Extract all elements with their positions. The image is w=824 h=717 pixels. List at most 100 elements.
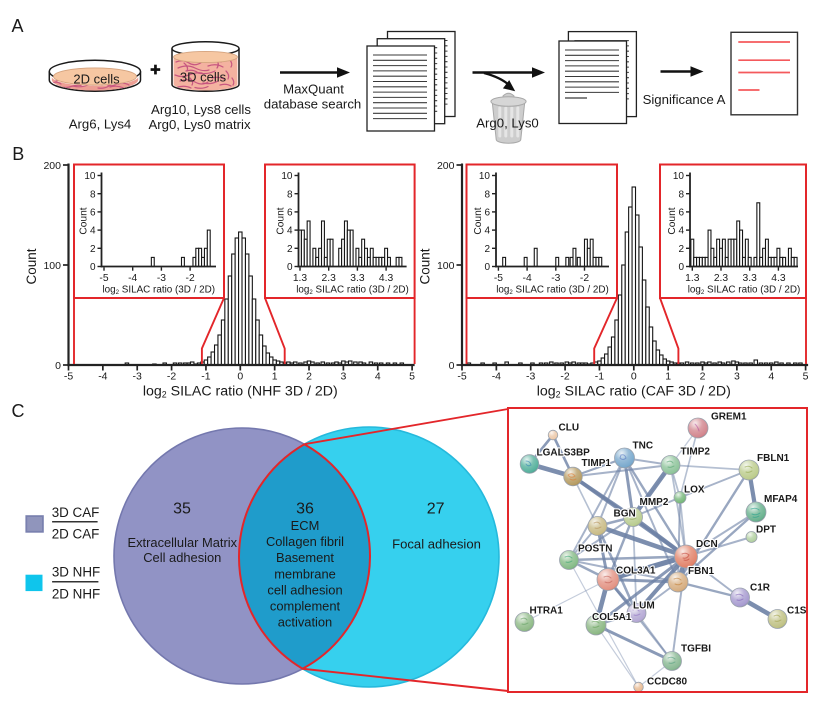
svg-text:35: 35 <box>173 501 191 518</box>
svg-text:-5: -5 <box>64 371 73 383</box>
svg-text:5: 5 <box>409 371 415 383</box>
svg-text:Collagen fibril: Collagen fibril <box>266 534 344 549</box>
svg-text:-4: -4 <box>98 371 107 383</box>
svg-text:log2 SILAC ratio (CAF 3D / 2D): log2 SILAC ratio (CAF 3D / 2D) <box>537 384 731 400</box>
svg-text:MFAP4: MFAP4 <box>764 494 798 505</box>
svg-text:C: C <box>12 401 25 421</box>
svg-text:4.3: 4.3 <box>771 273 786 284</box>
svg-text:CCDC80: CCDC80 <box>647 677 687 688</box>
svg-text:6: 6 <box>678 208 684 219</box>
svg-text:10: 10 <box>479 171 491 182</box>
svg-text:4: 4 <box>768 371 774 383</box>
svg-text:CLU: CLU <box>559 423 580 434</box>
svg-text:Focal adhesion: Focal adhesion <box>392 536 481 551</box>
svg-text:2D NHF: 2D NHF <box>52 587 100 602</box>
svg-text:MaxQuant: MaxQuant <box>283 82 344 97</box>
svg-text:LUM: LUM <box>633 601 655 612</box>
svg-text:Count: Count <box>79 207 90 234</box>
svg-text:10: 10 <box>281 171 293 182</box>
svg-text:-3: -3 <box>526 371 535 383</box>
svg-text:Count: Count <box>24 248 39 284</box>
svg-text:LGALS3BP: LGALS3BP <box>537 447 591 458</box>
svg-text:membrane: membrane <box>274 566 336 581</box>
svg-text:0: 0 <box>631 371 637 383</box>
svg-text:database search: database search <box>264 97 362 112</box>
svg-text:-5: -5 <box>494 273 503 284</box>
svg-text:6: 6 <box>90 208 96 219</box>
svg-text:4.3: 4.3 <box>379 273 394 284</box>
svg-text:2: 2 <box>678 244 684 255</box>
svg-text:0: 0 <box>237 371 243 383</box>
svg-text:200: 200 <box>437 160 455 172</box>
svg-text:8: 8 <box>484 189 490 200</box>
svg-text:Significance A: Significance A <box>643 92 726 107</box>
svg-text:TIMP1: TIMP1 <box>582 458 612 469</box>
svg-text:log2 SILAC ratio (NHF 3D / 2D): log2 SILAC ratio (NHF 3D / 2D) <box>143 384 338 400</box>
svg-text:2.3: 2.3 <box>322 273 337 284</box>
svg-text:1: 1 <box>665 371 671 383</box>
svg-text:complement: complement <box>270 599 341 614</box>
svg-text:Extracellular Matrix: Extracellular Matrix <box>127 535 237 550</box>
svg-text:DPT: DPT <box>756 525 776 536</box>
svg-text:ECM: ECM <box>291 518 320 533</box>
svg-text:BGN: BGN <box>614 509 636 520</box>
svg-text:3: 3 <box>340 371 346 383</box>
svg-text:GREM1: GREM1 <box>711 412 747 423</box>
svg-text:2D CAF: 2D CAF <box>52 527 100 542</box>
svg-text:-3: -3 <box>551 273 560 284</box>
svg-text:activation: activation <box>278 615 332 630</box>
svg-text:-2: -2 <box>186 273 195 284</box>
svg-text:LOX: LOX <box>684 485 705 496</box>
svg-text:-1: -1 <box>201 371 210 383</box>
svg-text:8: 8 <box>287 189 293 200</box>
svg-text:Count: Count <box>473 207 484 234</box>
svg-text:B: B <box>12 144 24 164</box>
svg-text:TGFBI: TGFBI <box>681 644 711 655</box>
svg-text:1: 1 <box>272 371 278 383</box>
svg-text:2: 2 <box>306 371 312 383</box>
svg-text:log2 SILAC ratio (3D / 2D): log2 SILAC ratio (3D / 2D) <box>296 285 409 296</box>
svg-text:3: 3 <box>734 371 740 383</box>
svg-text:log2 SILAC ratio (3D / 2D): log2 SILAC ratio (3D / 2D) <box>102 285 215 296</box>
svg-text:0: 0 <box>90 262 96 273</box>
svg-text:0: 0 <box>449 360 455 372</box>
svg-text:8: 8 <box>678 189 684 200</box>
svg-text:4: 4 <box>484 226 490 237</box>
svg-text:-4: -4 <box>492 371 501 383</box>
svg-text:Arg10, Lys8 cells: Arg10, Lys8 cells <box>151 102 251 117</box>
svg-text:-4: -4 <box>128 273 137 284</box>
svg-text:2: 2 <box>484 244 490 255</box>
svg-text:-5: -5 <box>99 273 108 284</box>
svg-text:100: 100 <box>43 260 61 272</box>
svg-text:6: 6 <box>287 208 293 219</box>
svg-text:10: 10 <box>84 171 96 182</box>
svg-text:6: 6 <box>484 208 490 219</box>
svg-text:Cell adhesion: Cell adhesion <box>143 550 221 565</box>
svg-text:-2: -2 <box>560 371 569 383</box>
svg-text:Arg0, Lys0: Arg0, Lys0 <box>476 116 539 131</box>
svg-text:TNC: TNC <box>633 441 654 452</box>
svg-text:0: 0 <box>287 262 293 273</box>
svg-text:-2: -2 <box>167 371 176 383</box>
svg-text:-3: -3 <box>133 371 142 383</box>
svg-text:cell adhesion: cell adhesion <box>267 582 342 597</box>
svg-text:COL3A1: COL3A1 <box>616 566 656 577</box>
svg-text:HTRA1: HTRA1 <box>530 606 564 617</box>
svg-text:3D NHF: 3D NHF <box>52 565 100 580</box>
svg-text:COL5A1: COL5A1 <box>592 612 632 623</box>
svg-text:POSTN: POSTN <box>578 544 612 555</box>
svg-text:FBLN1: FBLN1 <box>757 453 790 464</box>
svg-text:C1R: C1R <box>750 583 771 594</box>
svg-text:0: 0 <box>678 262 684 273</box>
svg-text:log2 SILAC ratio (3D / 2D): log2 SILAC ratio (3D / 2D) <box>496 285 609 296</box>
svg-text:-4: -4 <box>523 273 532 284</box>
svg-text:200: 200 <box>43 160 61 172</box>
svg-text:10: 10 <box>673 171 685 182</box>
svg-text:-2: -2 <box>580 273 589 284</box>
svg-text:A: A <box>12 16 24 36</box>
svg-text:5: 5 <box>803 371 809 383</box>
svg-text:Count: Count <box>418 248 433 284</box>
svg-text:36: 36 <box>296 501 314 518</box>
svg-text:log2 SILAC ratio (3D / 2D): log2 SILAC ratio (3D / 2D) <box>688 285 801 296</box>
svg-text:MMP2: MMP2 <box>640 497 669 508</box>
